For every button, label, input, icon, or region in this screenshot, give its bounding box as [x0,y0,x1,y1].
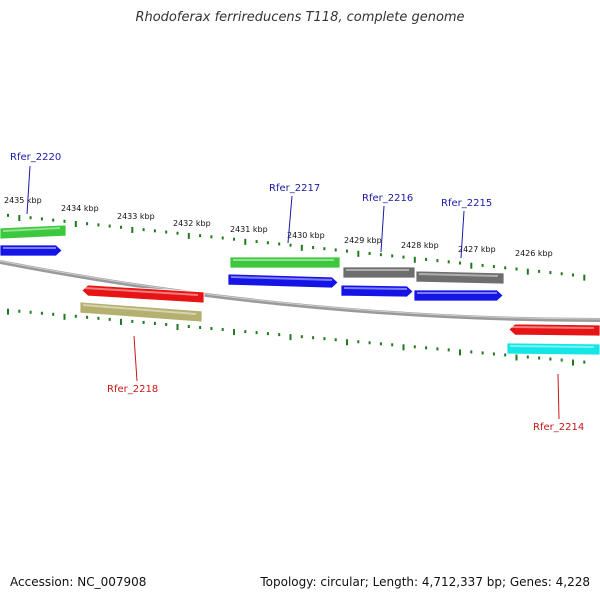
scale-label: 2434 kbp [61,204,99,213]
accession-label: Accession: NC_007908 [10,575,147,589]
scale-label: 2431 kbp [230,225,268,234]
gene-label[interactable]: Rfer_2215 [441,198,492,209]
gene-label[interactable]: Rfer_2218 [107,384,158,395]
gene-red[interactable] [508,323,600,337]
gene-highlight [343,287,408,290]
top-scale-ticks [7,213,586,281]
gene-label[interactable]: Rfer_2214 [533,422,584,433]
gene-cyan[interactable] [506,342,600,356]
gene-blue[interactable] [413,289,504,302]
gene-label[interactable]: Rfer_2220 [10,152,61,163]
gene-highlight [511,326,595,329]
gene-olive[interactable] [79,301,203,323]
scale-label: 2433 kbp [117,212,155,221]
gene-highlight [82,304,197,315]
gene-highlight [230,276,333,281]
scale-label: 2426 kbp [515,249,553,258]
gene-highlight [2,227,61,232]
gene-blue[interactable] [227,273,339,289]
scale-label: 2435 kbp [4,196,42,205]
gene-callout-line [380,205,385,253]
gene-callout-line [133,335,138,382]
map-title: Rhodoferax ferrireducens T118, complete … [135,10,465,25]
scale-label: 2430 kbp [287,231,325,240]
gene-callout-line [26,165,31,215]
gene-green[interactable] [229,256,341,269]
gene-gray[interactable] [342,266,416,279]
gene-label[interactable]: Rfer_2216 [362,193,413,204]
gene-red[interactable] [81,284,205,304]
genome-backbone [0,260,600,322]
bottom-scale-ticks [7,308,586,366]
gene-highlight [509,345,595,348]
scale-label: 2427 kbp [458,245,496,254]
gene-callout-line [557,373,560,420]
scale-label: 2429 kbp [344,236,382,245]
gene-highlight [418,273,499,277]
gene-highlight [84,287,199,296]
gene-callout-line [287,195,293,244]
gene-blue[interactable] [340,284,414,298]
genome-backbone-highlight [0,260,600,320]
gene-green[interactable] [0,224,67,240]
gene-label[interactable]: Rfer_2217 [269,183,320,194]
scale-label: 2428 kbp [401,241,439,250]
gene-callout-line [460,210,465,259]
genome-summary: Topology: circular; Length: 4,712,337 bp… [260,575,590,589]
gene-gray[interactable] [415,270,505,285]
gene-blue[interactable] [0,244,63,257]
scale-label: 2432 kbp [173,219,211,228]
